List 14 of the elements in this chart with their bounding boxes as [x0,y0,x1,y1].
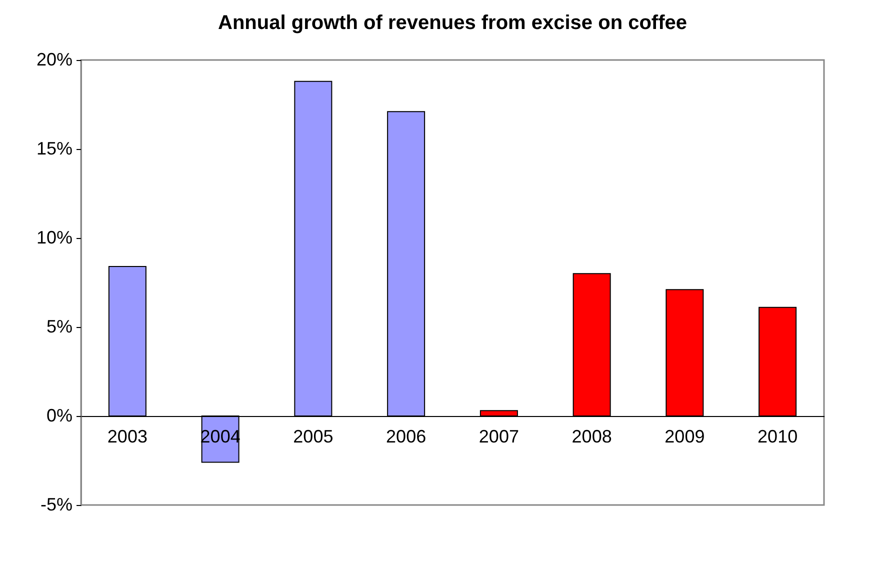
y-tick-label: 5% [46,316,72,336]
x-tick-label: 2010 [758,426,798,446]
y-tick-label: 10% [36,228,72,248]
y-tick-label: 15% [36,138,72,158]
x-tick-label: 2006 [386,426,426,446]
x-tick-label: 2009 [664,426,705,446]
y-tick-label: -5% [40,494,72,514]
y-tick-label: 0% [46,406,72,426]
x-tick-label: 2005 [293,426,334,446]
x-tick-label: 2008 [572,426,612,446]
x-tick-label: 2003 [107,426,148,446]
x-tick-label: 2007 [478,426,519,446]
chart-title: Annual growth of revenues from excise on coffee [218,12,687,34]
y-tick-label: 20% [36,50,72,70]
